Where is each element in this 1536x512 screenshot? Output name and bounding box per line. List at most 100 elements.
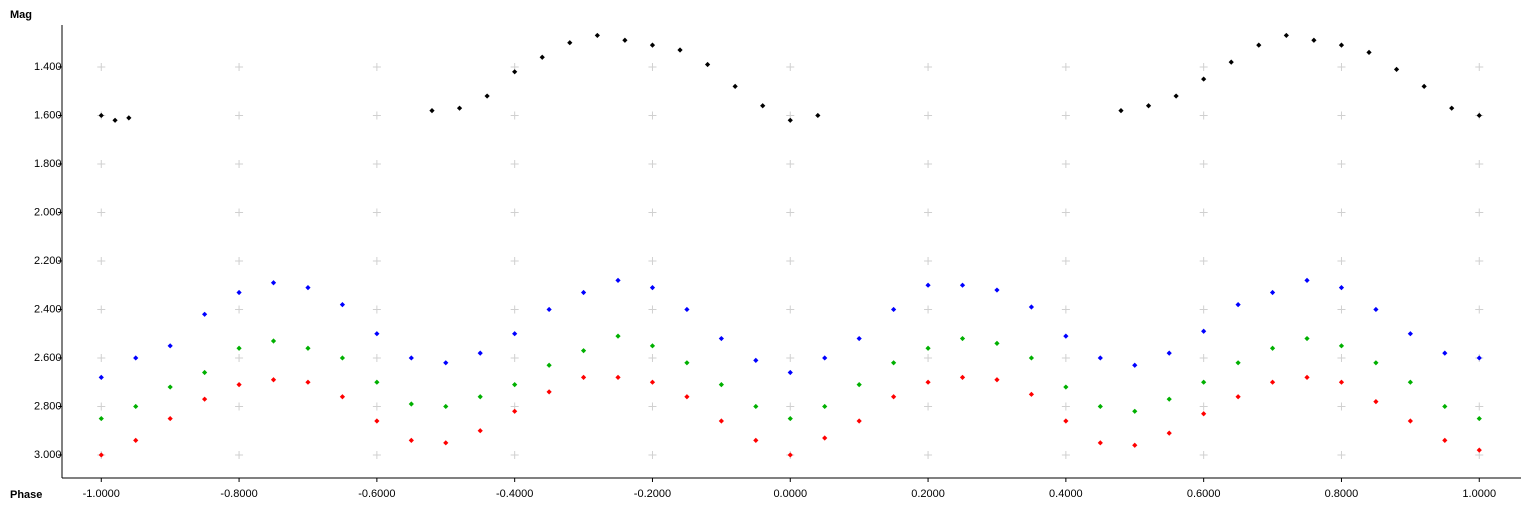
- data-point: [1283, 32, 1289, 39]
- grid-cross: [1061, 62, 1070, 71]
- data-point: [1118, 108, 1124, 114]
- grid-cross: [1061, 402, 1070, 411]
- data-point: [1201, 328, 1207, 334]
- grid-cross: [510, 256, 519, 265]
- data-point: [236, 345, 242, 351]
- grid-cross: [1061, 305, 1070, 314]
- x-tick-label: 1.0000: [1462, 488, 1496, 500]
- data-point: [580, 348, 587, 354]
- grid-cross: [97, 402, 106, 411]
- x-tick-label: 0.2000: [911, 488, 945, 500]
- data-point: [822, 355, 828, 361]
- data-point: [684, 394, 690, 400]
- grid-cross: [1475, 256, 1484, 265]
- data-point: [1097, 403, 1103, 410]
- data-point: [891, 394, 897, 400]
- y-tick-label: 1.800: [34, 158, 62, 170]
- data-point: [753, 437, 759, 444]
- grid-cross: [786, 305, 795, 314]
- data-point: [1449, 105, 1455, 111]
- data-point: [815, 112, 821, 119]
- grid-cross: [648, 305, 657, 314]
- grid-cross: [510, 159, 519, 168]
- grid-cross: [1337, 208, 1346, 217]
- grid-cross: [1337, 111, 1346, 120]
- data-point: [1063, 384, 1069, 390]
- x-tick-label: -0.2000: [634, 488, 671, 500]
- data-point: [567, 40, 573, 46]
- grid-cross: [97, 208, 106, 217]
- x-tick-label: 0.4000: [1049, 488, 1083, 500]
- data-point: [339, 394, 346, 400]
- data-point: [615, 374, 621, 380]
- data-point: [1421, 83, 1427, 89]
- data-point: [1028, 391, 1035, 397]
- grid-cross: [648, 111, 657, 120]
- y-axis-label: Mag: [10, 9, 32, 21]
- grid-cross: [648, 159, 657, 168]
- data-point: [512, 408, 518, 414]
- data-point: [1228, 59, 1234, 65]
- grid-cross: [1337, 305, 1346, 314]
- y-tick-label: 2.200: [34, 255, 62, 267]
- data-point: [925, 379, 931, 385]
- data-point: [649, 285, 656, 291]
- data-point: [1201, 411, 1207, 417]
- grid-cross: [1199, 62, 1208, 71]
- data-point: [1476, 112, 1482, 119]
- grid-cross: [235, 353, 244, 362]
- data-point: [787, 117, 793, 123]
- data-point: [270, 280, 277, 286]
- data-point: [959, 374, 966, 380]
- data-point: [456, 105, 463, 111]
- data-point: [512, 331, 518, 337]
- data-point: [1476, 415, 1482, 422]
- data-point: [339, 355, 346, 361]
- grid-cross: [97, 305, 106, 314]
- grid-cross: [648, 208, 657, 217]
- data-point: [1063, 333, 1069, 339]
- data-point: [546, 362, 552, 368]
- data-point: [787, 452, 793, 458]
- data-point: [126, 115, 132, 121]
- grid-cross: [372, 62, 381, 71]
- data-point: [1304, 335, 1310, 342]
- data-point: [202, 369, 208, 376]
- data-point: [1407, 418, 1413, 424]
- data-point: [649, 42, 656, 48]
- data-point: [1269, 345, 1276, 351]
- data-point: [1173, 93, 1179, 99]
- data-point: [1166, 430, 1172, 436]
- grid-cross: [648, 353, 657, 362]
- grid-cross: [372, 450, 381, 459]
- data-point: [1338, 42, 1345, 48]
- y-tick-label: 2.600: [34, 352, 62, 364]
- data-point: [1132, 442, 1138, 448]
- data-point: [202, 311, 208, 317]
- data-point: [1269, 379, 1276, 385]
- y-tick-label: 1.400: [34, 61, 62, 73]
- y-tick-label: 2.800: [34, 400, 62, 412]
- data-point: [1235, 394, 1241, 400]
- grid-cross: [648, 450, 657, 459]
- data-point: [994, 377, 1000, 383]
- grid-cross: [924, 159, 933, 168]
- data-point: [856, 382, 862, 388]
- data-point: [891, 360, 897, 366]
- data-point: [133, 403, 139, 410]
- data-point: [546, 389, 552, 395]
- data-point: [1338, 285, 1345, 291]
- data-point: [649, 343, 656, 349]
- grid-cross: [235, 450, 244, 459]
- grid-cross: [1337, 62, 1346, 71]
- grid-cross: [786, 62, 795, 71]
- grid-cross: [1475, 159, 1484, 168]
- data-point: [1235, 302, 1241, 308]
- data-point: [1442, 437, 1448, 444]
- data-point: [718, 382, 724, 388]
- data-point: [1366, 49, 1372, 56]
- grid-cross: [1199, 305, 1208, 314]
- data-point: [546, 306, 552, 313]
- data-point: [539, 54, 545, 60]
